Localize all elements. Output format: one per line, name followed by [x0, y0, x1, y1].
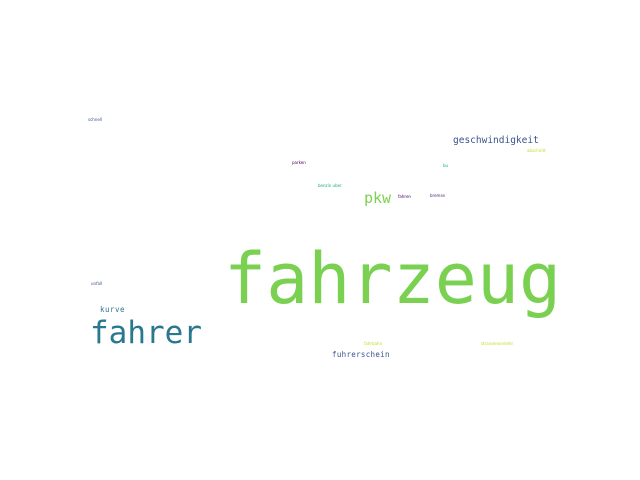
word-geschwindigkeit: geschwindigkeit [453, 135, 539, 146]
word-pkw: pkw [364, 189, 392, 207]
word-benzin: benzin uber [318, 183, 342, 188]
word-schnell: schnell [88, 117, 103, 122]
word-fuhrerschein: fuhrerschein [332, 350, 390, 359]
word-fahrbahn: fahrbahn [364, 341, 383, 346]
word-bu: bu [443, 163, 449, 168]
word-unfall: unfall [91, 281, 103, 286]
word-fahren: fahren [398, 194, 411, 199]
word-fahrer: fahrer [90, 315, 202, 351]
word-abschnitt: abschnitt [527, 148, 546, 153]
word-fahrzeug: fahrzeug [224, 238, 562, 320]
word-bremse: bremse [430, 193, 445, 198]
word-kurve: kurve [100, 305, 126, 314]
word-strassenverkehr: strassenverkehr [481, 341, 514, 346]
word-parken: parken [292, 160, 306, 165]
